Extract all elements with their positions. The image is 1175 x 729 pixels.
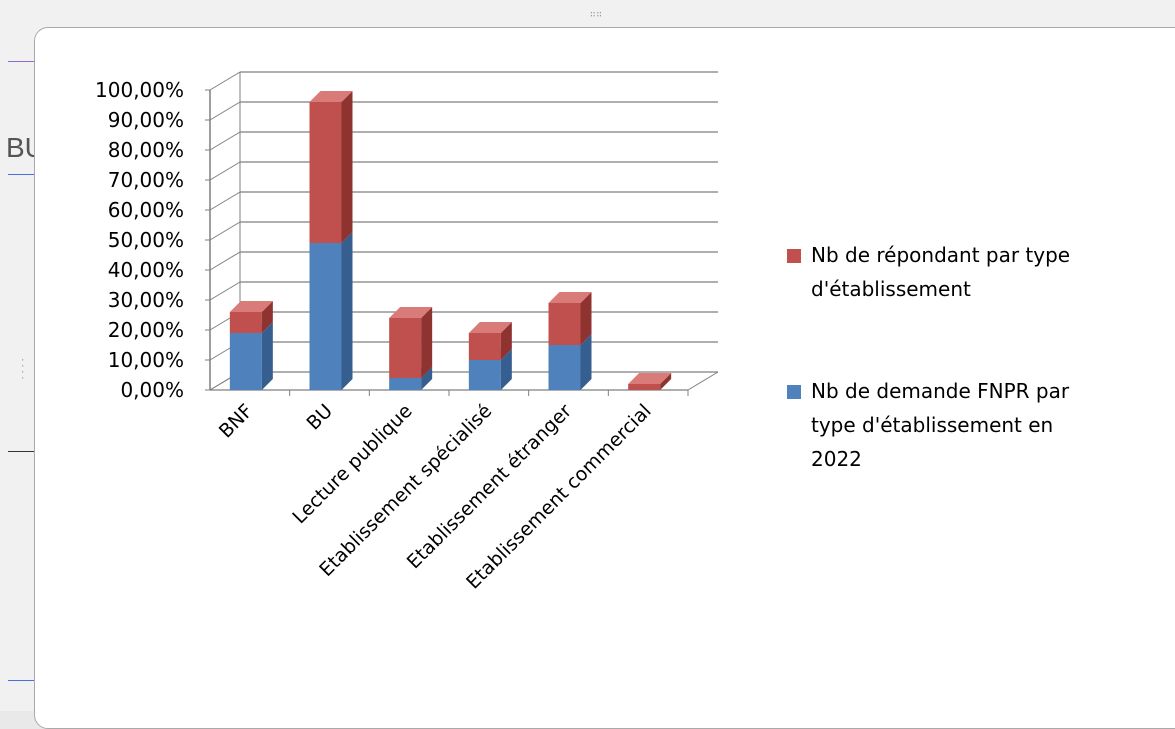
floor-right-edge (687, 371, 719, 391)
gridline-diagonal (209, 191, 241, 211)
chart-y-axis: 0,00% 10,00% 20,00% 30,00% 40,00% 50,00% 60,00… (95, 78, 689, 402)
bar-series-demande-side (580, 334, 592, 390)
bar-series-repondant-side (580, 292, 592, 345)
bar-series-repondant-side (500, 322, 512, 360)
legend-swatch (787, 249, 801, 263)
blue-ruler-mark-bottom (8, 680, 36, 681)
y-tick-label: 50,00% (108, 228, 184, 252)
bar-series-repondant-front (468, 333, 501, 360)
x-category-label: BNF (215, 400, 258, 443)
bar-series-demande[interactable] (229, 322, 273, 390)
bar-series-demande-front (548, 345, 581, 390)
bar-series-repondant-top (548, 292, 592, 303)
bar-series-demande-front (468, 360, 501, 390)
chart-gridlines (209, 71, 719, 391)
bar-series-repondant-top (628, 373, 672, 384)
bar-series-demande-side (500, 349, 512, 390)
bar-series-repondant-front (229, 312, 262, 333)
legend-label: Nb de répondant par type (811, 243, 1070, 267)
bar-series-repondant-front (548, 303, 581, 345)
legend-entry-repondant[interactable]: Nb de répondant par type d'établissement (787, 243, 1070, 301)
legend-label: 2022 (811, 447, 862, 471)
bar-series-demande-side (421, 367, 433, 390)
bar-series-demande-side (261, 322, 273, 390)
y-tick-label: 90,00% (108, 108, 184, 132)
purple-ruler-mark (8, 61, 36, 62)
y-tick-label: 80,00% (108, 138, 184, 162)
black-ruler-mark (8, 451, 36, 452)
legend-entry-demande[interactable]: Nb de demande FNPR par type d'établisseme… (787, 379, 1070, 471)
y-tick-label: 100,00% (95, 78, 184, 102)
bar-series-demande-front (229, 333, 262, 390)
bar-series-repondant[interactable] (628, 373, 672, 390)
gridline-diagonal (209, 221, 241, 241)
bar-series-repondant-front (309, 102, 342, 243)
bar-series-repondant-side (660, 373, 672, 390)
x-category-label: BU (302, 400, 337, 435)
bar-series-repondant-side (341, 91, 353, 243)
gridline-diagonal (209, 161, 241, 181)
resize-grip-left[interactable]: · · · · (20, 356, 26, 384)
legend-label: type d'établissement en (811, 413, 1053, 437)
chart-legend[interactable]: Nb de répondant par typed'établissementN… (787, 243, 1070, 471)
y-tick-label: 60,00% (108, 198, 184, 222)
bar-series-repondant-top (309, 91, 353, 102)
chart-frame[interactable] (34, 27, 1175, 729)
resize-grip-top[interactable]: ∷∷ (590, 10, 603, 20)
bar-series-repondant-top (389, 307, 433, 318)
y-tick-label: 30,00% (108, 288, 184, 312)
bar-series-repondant-top (468, 322, 512, 333)
y-tick-label: 40,00% (108, 258, 184, 282)
bar-series-demande[interactable] (309, 232, 353, 390)
y-tick-label: 70,00% (108, 168, 184, 192)
y-tick-label: 10,00% (108, 348, 184, 372)
x-category-label: Etablissement étranger (403, 400, 576, 573)
chart-svg: 0,00% 10,00% 20,00% 30,00% 40,00% 50,00% 60,00… (95, 71, 1070, 594)
gridline-diagonal (209, 251, 241, 271)
bar-series-repondant-front (389, 318, 422, 378)
gridline-diagonal (209, 131, 241, 151)
bar-series-repondant-side (261, 301, 273, 333)
bar-series-repondant-front (628, 384, 661, 390)
gridline-diagonal (209, 71, 241, 91)
y-tick-label: 20,00% (108, 318, 184, 342)
bar-series-repondant[interactable] (229, 301, 273, 333)
bar-series-demande-side (341, 232, 353, 390)
legend-swatch (787, 385, 801, 399)
bar-series-demande-front (389, 378, 422, 390)
blue-ruler-mark (8, 174, 36, 175)
bar-series-repondant[interactable] (468, 322, 512, 360)
bar-series-repondant[interactable] (309, 91, 353, 243)
gridline-diagonal (209, 101, 241, 121)
bar-series-repondant[interactable] (389, 307, 433, 378)
bar-series-repondant-top (229, 301, 273, 312)
y-tick-label: 0,00% (120, 378, 184, 402)
legend-label: Nb de demande FNPR par (811, 379, 1070, 403)
bar-series-demande-front (309, 243, 342, 390)
chart-bars (229, 91, 672, 390)
bar-series-repondant[interactable] (548, 292, 592, 345)
gridline-diagonal (209, 281, 241, 301)
legend-label: d'établissement (811, 277, 971, 301)
bar-series-repondant-side (421, 307, 433, 378)
